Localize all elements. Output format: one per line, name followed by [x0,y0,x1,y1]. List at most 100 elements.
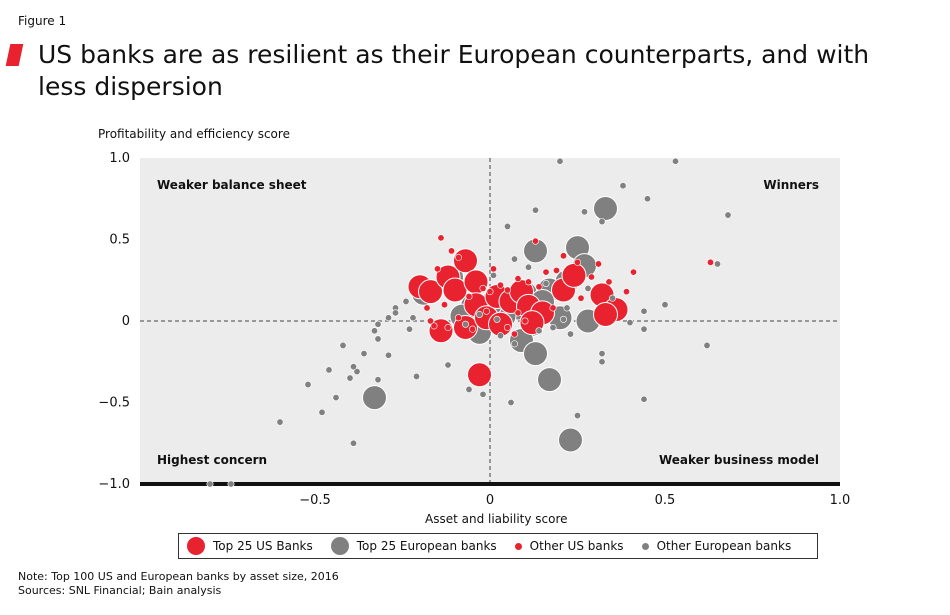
legend-marker-large-grey [330,537,349,555]
data-point-other-eu [374,320,382,328]
data-point-other-eu [510,255,518,263]
data-point-other-eu [598,350,606,358]
legend-item-top25-us: Top 25 US Banks [187,537,313,555]
data-point-other-us [594,260,602,268]
data-point-other-us [706,258,714,266]
data-point-top25-us [453,248,478,274]
data-point-other-eu [510,340,518,348]
data-point-other-eu [661,301,669,309]
data-point-other-eu [573,412,581,420]
data-point-other-eu [493,315,501,323]
y-tick-label: 0 [122,314,130,329]
data-point-other-eu [206,480,214,488]
data-point-other-us [503,324,511,332]
data-point-other-eu [360,350,368,358]
chart-title: US banks are as resilient as their Europ… [38,40,870,101]
data-point-other-eu [332,394,340,402]
legend-item-top25-eu: Top 25 European banks [330,537,497,555]
data-point-other-us [479,284,487,292]
legend-marker-large-red [187,537,205,555]
data-point-other-us [542,268,550,276]
data-point-other-eu [559,315,567,323]
note-line: Note: Top 100 US and European banks by a… [18,570,339,583]
data-point-other-eu [724,211,732,219]
data-point-top25-eu [523,341,548,367]
data-point-other-eu [580,208,588,216]
legend-label: Top 25 US Banks [213,539,313,553]
x-tick-label: 0.5 [655,493,676,508]
data-point-other-eu [349,363,357,371]
data-point-top25-us [561,262,587,288]
data-point-other-eu [353,368,361,376]
data-point-other-eu [370,327,378,335]
data-point-other-eu [619,182,627,190]
data-point-other-eu [349,439,357,447]
figure-label: Figure 1 [18,14,67,28]
quadrant-label-bottom-left: Highest concern [157,453,267,467]
data-point-other-eu [598,218,606,226]
data-point-other-eu [304,381,312,389]
data-point-other-us [482,307,490,315]
data-point-other-us [433,265,441,273]
data-point-other-eu [643,195,651,203]
data-point-other-eu [496,332,504,340]
data-point-other-eu [318,408,326,416]
data-point-other-eu [566,330,574,338]
data-point-other-eu [276,418,284,426]
y-tick-label: 1.0 [109,151,130,166]
data-point-other-eu [640,395,648,403]
data-point-other-us [552,266,560,274]
legend-label: Other European banks [656,539,792,553]
data-point-other-eu [325,366,333,374]
data-point-other-eu [374,335,382,343]
data-point-other-eu [227,480,235,488]
data-point-other-eu [549,324,557,332]
data-point-top25-us [467,362,492,388]
data-point-other-eu [640,325,648,333]
data-point-other-eu [479,390,487,398]
footnotes: Note: Top 100 US and European banks by a… [18,570,339,598]
data-point-other-eu [640,307,648,315]
data-point-other-us [531,237,539,245]
data-point-top25-us [442,277,468,303]
data-point-other-us [503,286,511,294]
data-point-top25-eu [537,367,562,393]
data-point-other-us [465,293,473,301]
y-tick-label: −0.5 [98,396,130,411]
data-point-other-us [535,283,543,291]
data-point-other-us [587,273,595,281]
data-point-other-us [486,288,494,296]
data-point-other-eu [507,398,515,406]
x-axis-label: Asset and liability score [425,512,568,526]
data-point-other-us [430,322,438,330]
data-point-other-us [510,330,518,338]
data-point-other-us [549,304,557,312]
data-point-other-us [489,265,497,273]
data-point-other-us [514,275,522,283]
data-point-other-eu [444,361,452,369]
data-point-other-eu [374,376,382,384]
x-tick-label: 1.0 [830,493,851,508]
data-point-other-eu [409,314,417,322]
data-point-other-eu [384,314,392,322]
quadrant-label-top-left: Weaker balance sheet [157,178,307,192]
data-point-other-eu [542,280,550,288]
data-point-other-us [514,309,522,317]
data-point-other-us [468,325,476,333]
data-point-other-eu [339,341,347,349]
data-point-other-eu [384,351,392,359]
legend: Top 25 US Banks Top 25 European banks Ot… [178,533,818,559]
data-point-other-us [524,278,532,286]
data-point-top25-us [593,301,618,327]
data-point-other-us [426,317,434,325]
data-point-other-eu [703,341,711,349]
data-point-other-eu [346,374,354,382]
data-point-other-us [573,258,581,266]
quadrant-label-top-right: Winners [763,178,819,192]
legend-item-other-eu: Other European banks [641,539,792,553]
legend-marker-small-red [514,542,522,550]
quadrant-label-bottom-right: Weaker business model [659,453,819,467]
data-point-other-eu [405,325,413,333]
legend-item-other-us: Other US banks [514,539,624,553]
